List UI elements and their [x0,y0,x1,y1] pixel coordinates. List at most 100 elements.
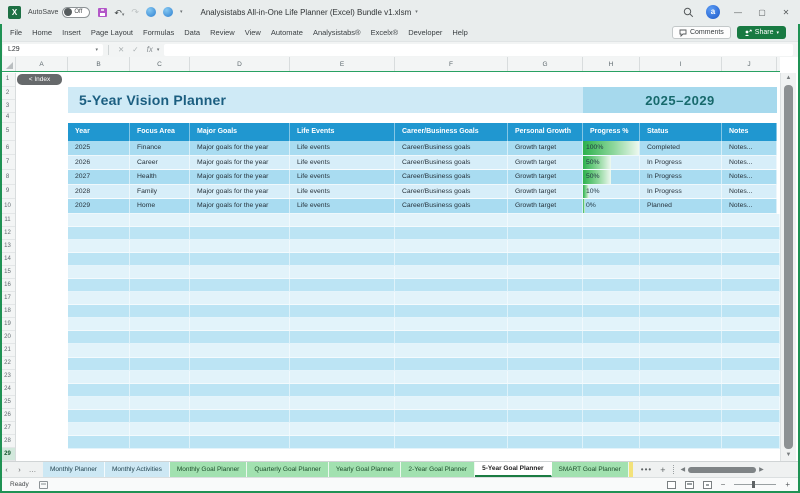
empty-row[interactable] [68,214,780,228]
menu-tab-excelx[interactable]: Excelx® [370,28,399,37]
column-header-i[interactable]: I [640,57,722,71]
menu-tab-data[interactable]: Data [184,28,201,37]
cell-notes[interactable]: Notes... [722,170,777,184]
row-header-8[interactable]: 8 [0,170,15,185]
search-icon[interactable] [683,7,694,18]
empty-row[interactable] [68,266,780,280]
row-header-17[interactable]: 17 [0,292,15,305]
share-button[interactable]: Share ▾ [736,26,786,39]
page-layout-view-icon[interactable] [684,480,694,489]
cell-focus_area[interactable]: Health [130,170,190,184]
empty-row[interactable] [68,357,780,371]
name-box[interactable]: L29 ▾ [3,43,103,56]
fx-icon[interactable]: fx [146,45,153,54]
tab-list-icon[interactable]: … [28,465,37,474]
menu-tab-automate[interactable]: Automate [270,28,303,37]
cell-personal_growth[interactable]: Growth target [508,170,583,184]
row-header-6[interactable]: 6 [0,141,15,156]
column-header-e[interactable]: E [290,57,395,71]
cell-major_goals[interactable]: Major goals for the year [190,170,290,184]
menu-tab-insert[interactable]: Insert [62,28,81,37]
cell-personal_growth[interactable]: Growth target [508,155,583,170]
horizontal-scrollbar[interactable]: ◀ ▶ [680,462,764,477]
row-header-18[interactable]: 18 [0,305,15,318]
menu-tab-file[interactable]: File [10,28,23,37]
row-header-2[interactable]: 2 [0,87,15,100]
empty-row[interactable] [68,253,780,267]
cell-life_events[interactable]: Life events [290,170,395,184]
row-header-4[interactable]: 4 [0,113,15,123]
cell-status[interactable]: Completed [640,141,722,155]
cell-year[interactable]: 2028 [68,184,130,199]
empty-row[interactable] [68,292,780,306]
vertical-scrollbar-thumb[interactable] [784,85,793,449]
save-icon[interactable] [98,7,108,17]
column-header-d[interactable]: D [190,57,290,71]
row-header-1[interactable]: 1 [0,73,15,87]
cell-focus_area[interactable]: Family [130,184,190,199]
column-header-b[interactable]: B [68,57,130,71]
sheet-tab-5-year-goal-planner[interactable]: 5-Year Goal Planner [475,462,552,477]
empty-row[interactable] [68,383,780,397]
cell-major_goals[interactable]: Major goals for the year [190,199,290,213]
empty-row[interactable] [68,227,780,241]
row-header-12[interactable]: 12 [0,227,15,240]
page-break-view-icon[interactable] [702,480,712,489]
undo-button[interactable]: ↶▾ [114,3,124,21]
empty-row[interactable] [68,370,780,384]
cell-career_goals[interactable]: Career/Business goals [395,141,508,155]
autosave-toggle[interactable]: Off [62,6,91,18]
document-title-area[interactable]: Analysistabs All-in-One Life Planner (Ex… [200,8,417,17]
scroll-down-icon[interactable]: ▼ [785,452,792,458]
cell-life_events[interactable]: Life events [290,184,395,199]
empty-row[interactable] [68,305,780,319]
empty-row[interactable] [68,344,780,358]
qat-macro-icon-1[interactable] [145,7,156,17]
cell-personal_growth[interactable]: Growth target [508,141,583,155]
zoom-in-button[interactable]: + [785,480,790,489]
cell-focus_area[interactable]: Home [130,199,190,213]
sheet-tab-smart-goal-planner[interactable]: SMART Goal Planner [551,462,629,477]
row-header-24[interactable]: 24 [0,383,15,396]
enter-icon[interactable]: ✓ [132,45,139,54]
cell-focus_area[interactable]: Finance [130,141,190,155]
accessibility-icon[interactable] [38,480,48,489]
menu-tab-analysistabs[interactable]: Analysistabs® [312,28,361,37]
row-header-9[interactable]: 9 [0,185,15,200]
cell-focus_area[interactable]: Career [130,155,190,170]
cell-progress[interactable]: 10% [583,184,640,199]
cell-year[interactable]: 2029 [68,199,130,213]
empty-row[interactable] [68,409,780,423]
normal-view-icon[interactable] [666,480,676,489]
cell-year[interactable]: 2025 [68,141,130,155]
menu-tab-formulas[interactable]: Formulas [143,28,175,37]
sheet-tab-yearly-goal-planner[interactable]: Yearly Goal Planner [328,462,402,477]
row-header-29[interactable]: 29 [0,447,15,461]
sheet-tab-quarterly-goal-planner[interactable]: Quarterly Goal Planner [247,462,329,477]
row-header-21[interactable]: 21 [0,344,15,357]
menu-tab-page-layout[interactable]: Page Layout [90,28,133,37]
hscroll-right-icon[interactable]: ▶ [759,467,764,473]
qat-macro-icon-2[interactable] [162,7,173,17]
close-button[interactable]: ✕ [782,7,790,17]
cell-notes[interactable]: Notes... [722,141,777,155]
tab-scroll-left-icon[interactable]: ‹ [5,465,8,474]
row-header-22[interactable]: 22 [0,357,15,370]
cell-year[interactable]: 2027 [68,170,130,184]
menu-tab-view[interactable]: View [244,28,261,37]
maximize-button[interactable]: ▢ [758,7,766,17]
sheet-tab-monthly-activities[interactable]: Monthly Activities [104,462,170,477]
cell-career_goals[interactable]: Career/Business goals [395,184,508,199]
horizontal-scrollbar-thumb[interactable] [688,466,757,473]
row-header-5[interactable]: 5 [0,123,15,141]
cell-status[interactable]: Planned [640,199,722,213]
zoom-slider-thumb[interactable] [752,481,756,488]
sheet-tab-monthly-planner[interactable]: Monthly Planner [43,462,105,477]
cell-progress[interactable]: 100% [583,141,640,155]
empty-row[interactable] [68,279,780,293]
cell-career_goals[interactable]: Career/Business goals [395,155,508,170]
cell-status[interactable]: In Progress [640,170,722,184]
row-header-3[interactable]: 3 [0,100,15,113]
minimize-button[interactable]: — [734,7,742,17]
row-header-13[interactable]: 13 [0,240,15,253]
